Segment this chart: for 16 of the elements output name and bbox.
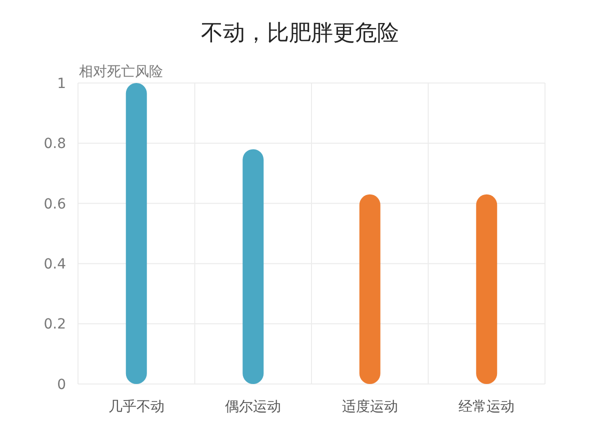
- x-tick-label: 适度运动: [342, 399, 398, 415]
- x-tick-label: 几乎不动: [108, 399, 164, 415]
- chart-title: 不动，比肥胖更危险: [201, 21, 399, 46]
- bar: [476, 194, 498, 384]
- bar: [242, 149, 264, 384]
- y-tick-label: 0.2: [44, 316, 66, 333]
- y-tick-label: 1: [57, 76, 66, 92]
- y-tick-label: 0.6: [44, 196, 66, 212]
- y-axis-title: 相对死亡风险: [79, 64, 163, 80]
- x-tick-label: 偶尔运动: [225, 399, 282, 415]
- y-tick-label: 0.4: [44, 256, 66, 272]
- bar: [359, 194, 380, 384]
- x-tick-label: 经常运动: [458, 399, 515, 415]
- y-tick-label: 0.8: [44, 136, 66, 152]
- y-tick-label: 0: [57, 376, 66, 393]
- bar: [126, 83, 147, 384]
